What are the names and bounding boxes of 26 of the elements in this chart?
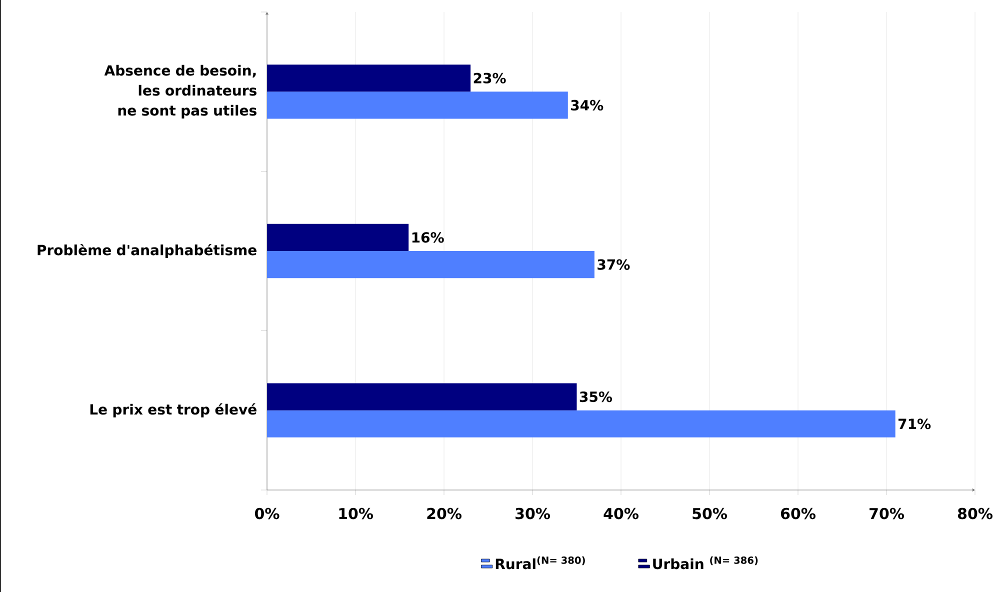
x-tick-label: 40%: [604, 508, 638, 520]
legend-label: Rural$^{(N= 380)}$: [496, 556, 585, 570]
x-tick-label: 80%: [958, 508, 992, 520]
x-tick-label: 60%: [780, 508, 816, 520]
bar: [267, 410, 896, 438]
data-label: 37%: [598, 259, 630, 270]
y-tick-label: Absence de besoin, les ordinateurs ne sont pas utiles: [104, 64, 256, 118]
x-tick-label: 30%: [516, 508, 550, 520]
bar: [267, 64, 471, 92]
y-tick-label: Problème d'analphabétisme: [38, 244, 256, 258]
bar: [267, 92, 568, 119]
legend-label: Urbain $^{(N= 386)}$: [653, 556, 758, 570]
data-label: 71%: [898, 418, 931, 430]
data-label: 34%: [571, 100, 604, 111]
x-tick-label: 0%: [254, 508, 280, 520]
x-tick-label: 10%: [339, 508, 373, 520]
data-label: 16%: [412, 232, 444, 243]
x-tick-label: 20%: [427, 508, 462, 520]
x-tick-label: 70%: [870, 508, 904, 520]
data-label: 23%: [474, 72, 506, 84]
bar: [267, 251, 594, 278]
y-tick-label: Le prix est trop élevé: [90, 403, 256, 418]
data-label: 35%: [580, 391, 612, 402]
bar: [267, 383, 577, 410]
bar: [267, 224, 409, 251]
x-tick-label: 50%: [692, 508, 727, 520]
